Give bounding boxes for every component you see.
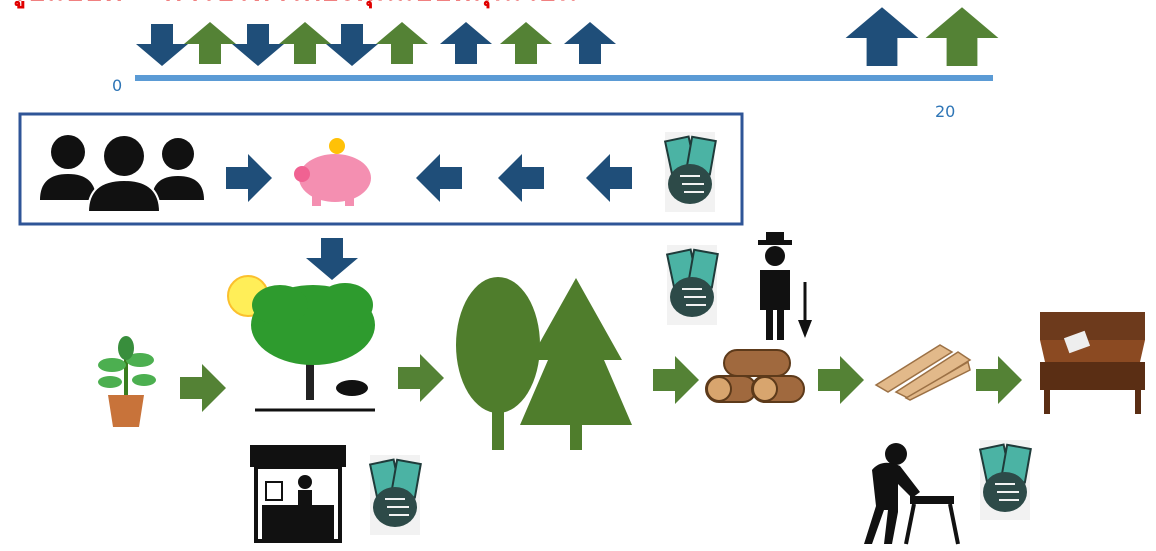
arrow-up [846, 7, 919, 66]
arrow-up [440, 22, 492, 64]
arrow-right [180, 364, 226, 412]
arrow-right [226, 154, 272, 202]
carpenter [864, 443, 958, 544]
arrow-left [586, 154, 632, 202]
arrow-right [653, 356, 699, 404]
money-icon [370, 455, 421, 535]
money-icon [980, 440, 1031, 520]
timeline-end: 20 [935, 102, 955, 121]
logs [706, 350, 804, 402]
arrow-up [926, 7, 999, 66]
timeline-start: 0 [112, 76, 122, 95]
farmer [758, 232, 812, 340]
arrow-right [818, 356, 864, 404]
agroforest [228, 276, 375, 410]
desk [1040, 312, 1145, 414]
money-icon [667, 245, 718, 325]
title: รูปแบบที่ 4 การบริหารกองทุนแบบหมุนเวียน [10, 0, 577, 9]
money-icon [665, 132, 716, 212]
piggy-bank [294, 138, 371, 206]
shop [250, 445, 346, 541]
arrow-up [564, 22, 616, 64]
forest [456, 277, 632, 450]
arrow-up [279, 22, 331, 64]
diagram: รูปแบบที่ 4 การบริหารกองทุนแบบหมุนเวียน … [0, 0, 1156, 551]
arrow-right [976, 356, 1022, 404]
arrow-down [306, 238, 358, 280]
arrow-left [416, 154, 462, 202]
arrow-down [326, 24, 378, 66]
timeline-arrows [136, 7, 998, 66]
arrow-up [376, 22, 428, 64]
seedling [98, 336, 156, 427]
arrow-right [398, 354, 444, 402]
arrow-up [184, 22, 236, 64]
planks [876, 345, 970, 400]
arrow-left [498, 154, 544, 202]
arrow-up [500, 22, 552, 64]
arrow-down [136, 24, 188, 66]
arrow-down [232, 24, 284, 66]
people-icon [40, 135, 204, 212]
